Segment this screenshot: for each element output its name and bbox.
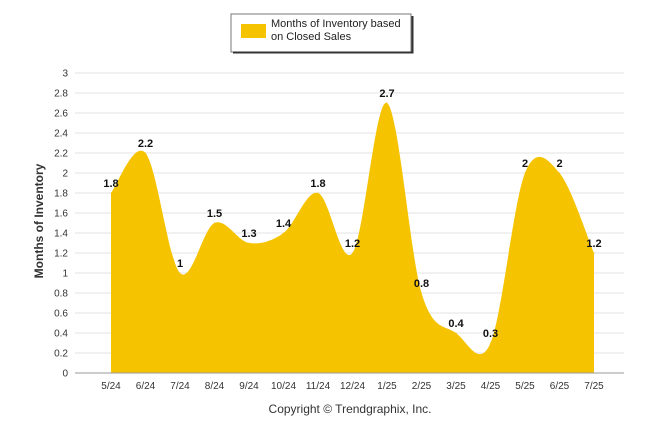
x-tick-label: 12/24 [340, 381, 365, 392]
x-tick-label: 10/24 [271, 381, 296, 392]
data-point [283, 232, 284, 234]
y-tick-label: 1 [62, 269, 68, 280]
data-label: 1.4 [276, 218, 292, 230]
data-label: 0.3 [483, 328, 498, 340]
data-label: 1 [177, 258, 183, 270]
legend-line-2: on Closed Sales [271, 31, 352, 43]
data-point [110, 192, 112, 194]
x-tick-label: 7/24 [170, 381, 190, 392]
data-label: 1.2 [345, 238, 360, 250]
x-tick-labels: 5/24 6/24 7/24 8/24 9/24 10/24 11/24 12/24 1/25 2… [101, 381, 604, 392]
data-label: 2 [556, 158, 562, 170]
data-point [179, 272, 181, 274]
x-tick-label: 2/25 [412, 381, 432, 392]
data-label: 1.5 [207, 208, 222, 220]
y-tick-label: 2.4 [54, 129, 68, 140]
data-point [455, 332, 457, 334]
legend-line-1: Months of Inventory based [271, 18, 401, 30]
x-tick-label: 4/25 [481, 381, 501, 392]
x-tick-label: 5/25 [515, 381, 535, 392]
y-tick-label: 0 [62, 369, 68, 380]
x-tick-label: 6/24 [136, 381, 156, 392]
y-tick-label: 2.2 [54, 149, 68, 160]
x-tick-label: 6/25 [550, 381, 570, 392]
data-point [214, 222, 215, 224]
y-tick-label: 0.4 [54, 329, 68, 340]
data-point [317, 192, 319, 194]
data-point [352, 252, 353, 254]
area-fill [111, 102, 594, 373]
data-point [593, 252, 595, 254]
y-tick-label: 0.2 [54, 349, 68, 360]
x-tick-label: 5/24 [101, 381, 121, 392]
data-point [524, 172, 526, 174]
data-label: 2.2 [138, 138, 153, 150]
data-point [386, 102, 388, 104]
legend-swatch [241, 24, 266, 38]
data-label: 1.8 [103, 178, 118, 190]
x-tick-label: 9/24 [239, 381, 259, 392]
data-label: 1.2 [586, 238, 601, 250]
data-label: 1.3 [241, 228, 256, 240]
y-tick-label: 0.6 [54, 309, 68, 320]
data-label: 2.7 [379, 88, 394, 100]
x-tick-label: 1/25 [377, 381, 397, 392]
y-tick-label: 3 [62, 69, 68, 80]
legend: Months of Inventory based on Closed Sale… [230, 13, 414, 54]
data-point [490, 342, 491, 344]
x-tick-label: 8/24 [205, 381, 225, 392]
y-tick-label: 2.6 [54, 109, 68, 120]
data-label: 1.8 [310, 178, 325, 190]
data-label: 0.4 [448, 318, 464, 330]
data-labels: 1.8 2.2 1 1.5 1.3 1.4 1.8 1.2 2.7 0.8 0.4 0.3 2 2 1.2 [103, 88, 601, 340]
y-tick-label: 2 [62, 169, 68, 180]
data-point [421, 292, 422, 294]
data-point [559, 172, 560, 174]
x-tick-label: 7/25 [584, 381, 604, 392]
area-series [110, 102, 595, 373]
y-tick-label: 1.2 [54, 249, 68, 260]
y-tick-label: 1.6 [54, 209, 68, 220]
y-tick-label: 0.8 [54, 289, 68, 300]
data-point [248, 242, 250, 244]
data-label: 2 [522, 158, 528, 170]
x-tick-label: 11/24 [306, 381, 331, 392]
copyright-text: Copyright © Trendgraphix, Inc. [269, 402, 432, 416]
y-axis-title: Months of Inventory [32, 163, 46, 278]
x-tick-label: 3/25 [446, 381, 466, 392]
y-tick-label: 2.8 [54, 89, 68, 100]
data-point [145, 152, 146, 154]
y-tick-labels: 0 0.2 0.4 0.6 0.8 1 1.2 1.4 1.6 1.8 2 2.2 2.4 2.6 2.8 3 [54, 69, 68, 380]
y-tick-label: 1.4 [54, 229, 68, 240]
data-label: 0.8 [414, 278, 429, 290]
y-tick-label: 1.8 [54, 189, 68, 200]
